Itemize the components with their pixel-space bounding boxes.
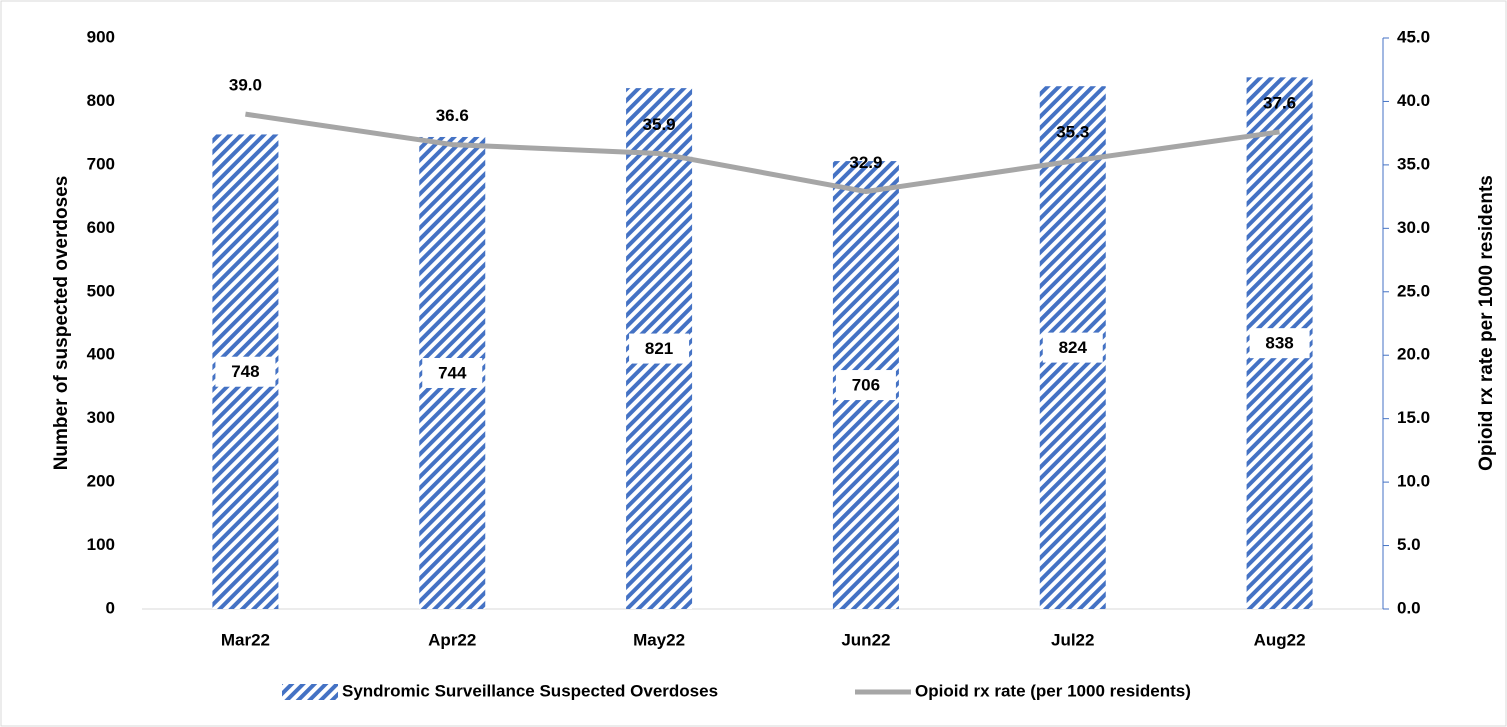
data-label: 748 xyxy=(231,362,259,381)
line xyxy=(245,111,1280,195)
data-label-bg xyxy=(1249,328,1310,359)
data-label-bg xyxy=(215,356,276,387)
y2-tick-label: 15.0 xyxy=(1397,408,1430,427)
data-label: 821 xyxy=(645,339,673,358)
data-label-bg xyxy=(422,357,483,388)
y-tick-label: 500 xyxy=(87,281,115,300)
y-tick-label: 100 xyxy=(87,535,115,554)
data-label: 824 xyxy=(1059,338,1088,357)
legend-label: Syndromic Surveillance Suspected Overdos… xyxy=(342,681,718,700)
data-label-bg xyxy=(835,370,896,401)
y-tick-label: 800 xyxy=(87,91,115,110)
y2-tick-label: 5.0 xyxy=(1397,535,1421,554)
data-label-bg xyxy=(629,333,690,364)
data-label: 35.3 xyxy=(1056,123,1089,142)
data-label: 744 xyxy=(438,363,467,382)
x-tick-label: May22 xyxy=(633,630,685,649)
y2-tick-label: 0.0 xyxy=(1397,598,1421,617)
data-label: 39.0 xyxy=(229,76,262,95)
data-label-bg xyxy=(1042,332,1103,363)
y2-axis-title: Opioid rx rate per 1000 residents xyxy=(1476,175,1497,471)
x-tick-label: Aug22 xyxy=(1254,630,1306,649)
legend-label: Opioid rx rate (per 1000 residents) xyxy=(915,681,1191,700)
y2-tick-label: 10.0 xyxy=(1397,472,1430,491)
data-label: 706 xyxy=(852,376,880,395)
y-tick-label: 700 xyxy=(87,154,115,173)
x-tick-label: Jun22 xyxy=(841,630,890,649)
data-label: 32.9 xyxy=(849,153,882,172)
y-tick-label: 300 xyxy=(87,408,115,427)
x-tick-label: Mar22 xyxy=(221,630,270,649)
x-tick-label: Apr22 xyxy=(428,630,476,649)
y2-tick-label: 20.0 xyxy=(1397,345,1430,364)
y2-tick-label: 45.0 xyxy=(1397,27,1430,46)
y-tick-label: 200 xyxy=(87,472,115,491)
data-label: 36.6 xyxy=(436,106,469,125)
y2-tick-label: 25.0 xyxy=(1397,281,1430,300)
data-label: 37.6 xyxy=(1263,93,1296,112)
y2-tick-label: 35.0 xyxy=(1397,154,1430,173)
legend-swatch xyxy=(282,684,338,700)
y-tick-label: 600 xyxy=(87,218,115,237)
y-tick-label: 900 xyxy=(87,27,115,46)
y2-tick-label: 40.0 xyxy=(1397,91,1430,110)
data-label: 838 xyxy=(1265,334,1293,353)
y-axis-title: Number of suspected overdoses xyxy=(51,176,72,471)
y2-tick-label: 30.0 xyxy=(1397,218,1430,237)
y-tick-label: 400 xyxy=(87,345,115,364)
y-tick-label: 0 xyxy=(106,598,115,617)
x-tick-label: Jul22 xyxy=(1051,630,1094,649)
data-label: 35.9 xyxy=(643,115,676,134)
